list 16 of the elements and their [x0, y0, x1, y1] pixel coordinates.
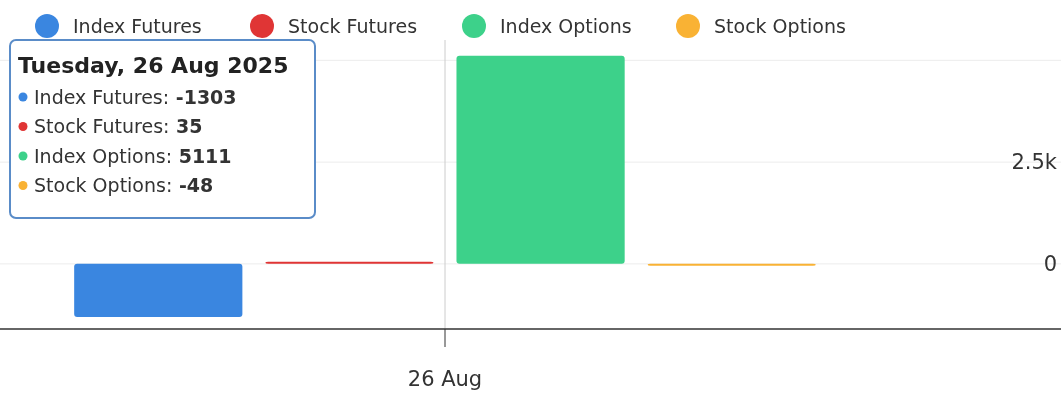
annotation: Stock Options: -48 [34, 174, 214, 197]
annotation: Tuesday, 26 Aug 2025 [18, 53, 289, 78]
annotation: Index Options: 5111 [34, 144, 232, 167]
annotation: Stock Futures: 35 [34, 115, 203, 138]
legend-label: Index Options [500, 14, 632, 37]
bar [265, 261, 434, 264]
legend-label: Stock Futures [288, 14, 418, 37]
x-tick-label: 26 Aug [407, 367, 483, 391]
bar [456, 55, 625, 264]
y-tick-label: 2.5k [1011, 150, 1058, 175]
legend-label: Index Futures [73, 14, 202, 37]
bar [647, 263, 816, 266]
legend-label: Stock Options [714, 14, 846, 37]
bar [74, 263, 243, 317]
annotation: Index Futures: -1303 [34, 85, 237, 108]
y-tick-label: 0 [1043, 252, 1057, 277]
